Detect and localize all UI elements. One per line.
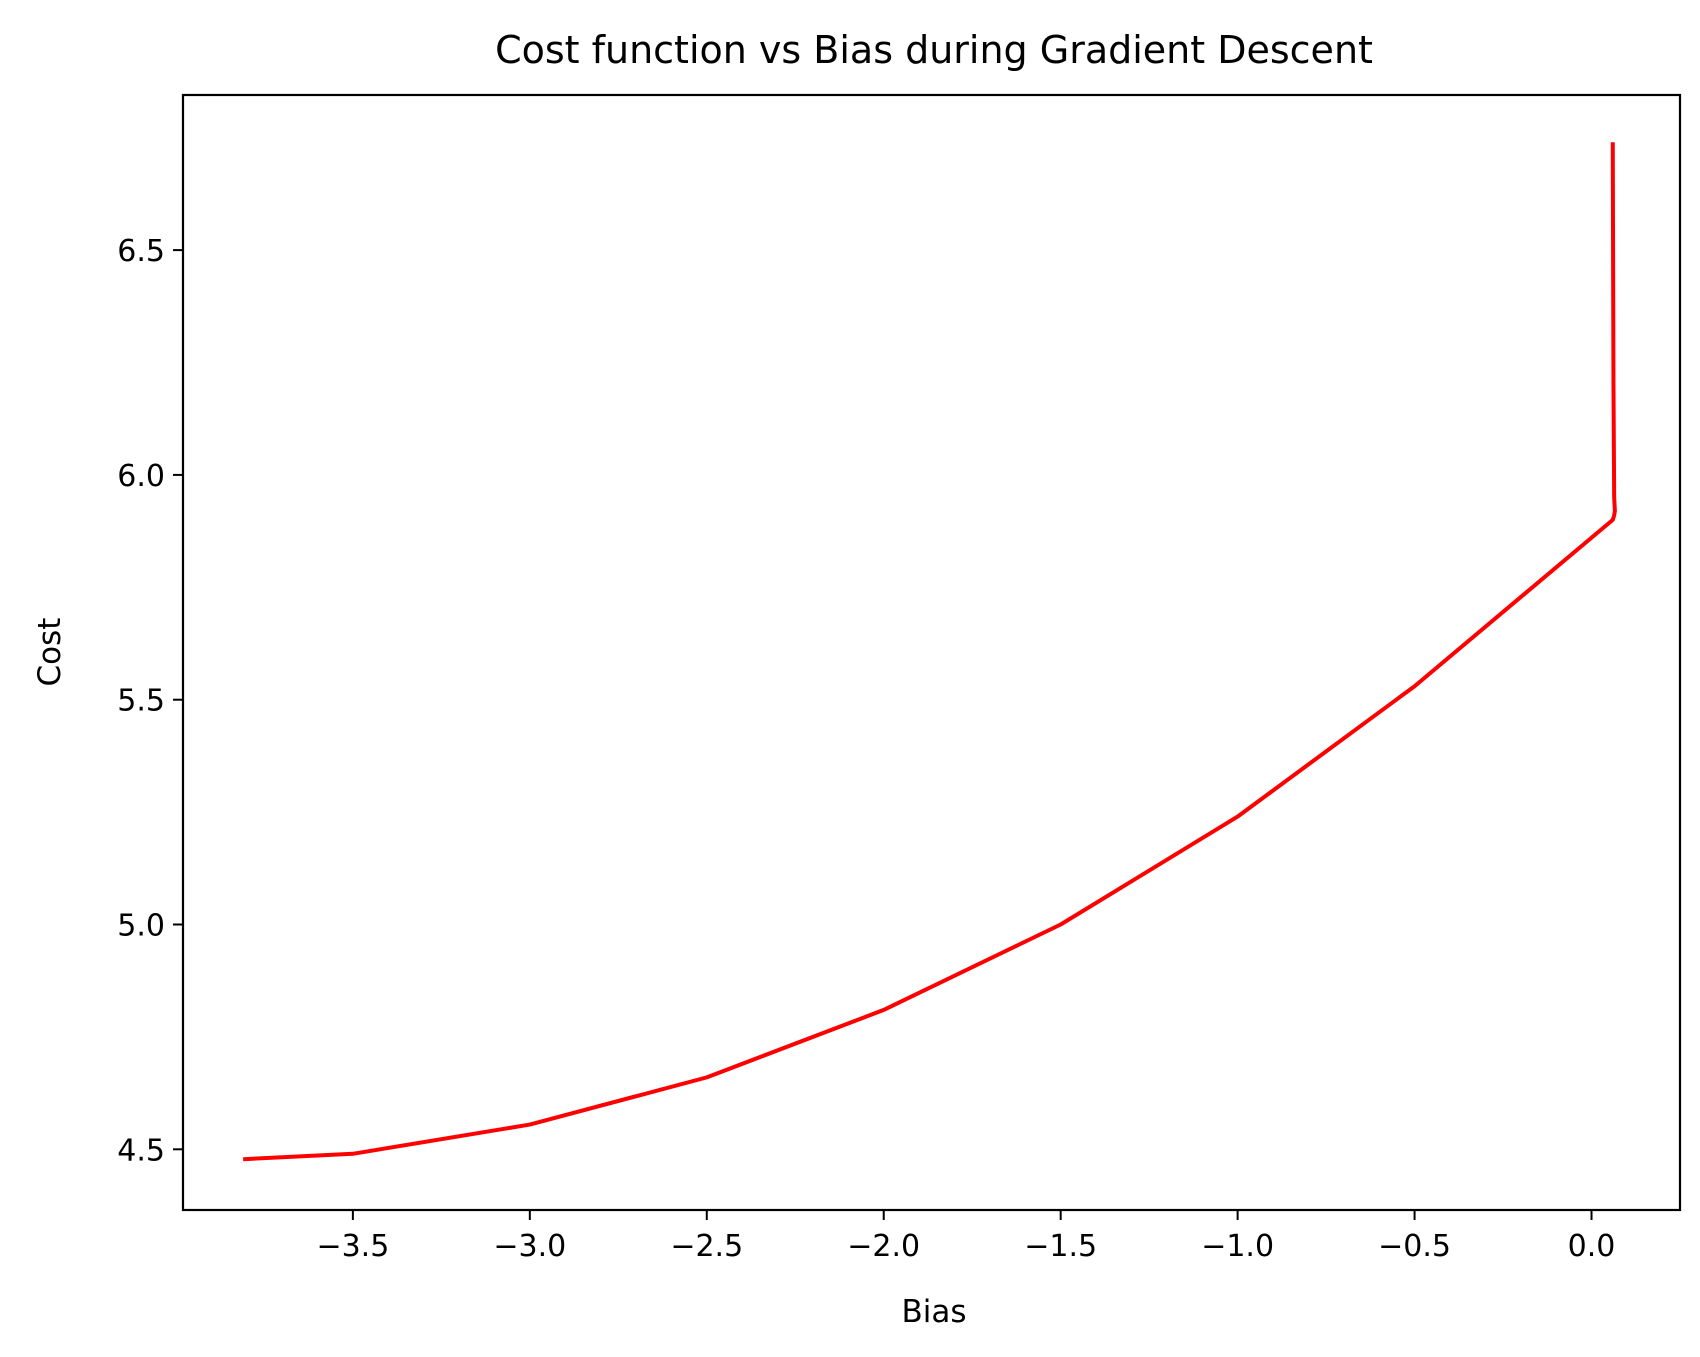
y-axis-label: Cost: [32, 618, 68, 687]
x-tick-label-4: −1.5: [1024, 1229, 1097, 1264]
y-tick-label-2: 5.5: [117, 684, 165, 719]
x-tick-label-2: −2.5: [670, 1229, 743, 1264]
x-tick-label-3: −2.0: [847, 1229, 920, 1264]
chart-title: Cost function vs Bias during Gradient De…: [495, 28, 1373, 72]
y-tick-label-1: 5.0: [117, 909, 165, 944]
y-tick-label-4: 6.5: [117, 234, 165, 269]
x-tick-label-7: 0.0: [1568, 1229, 1616, 1264]
x-axis-label: Bias: [901, 1294, 966, 1330]
x-tick-label-0: −3.5: [316, 1229, 389, 1264]
y-tick-label-0: 4.5: [117, 1133, 165, 1168]
x-tick-label-6: −0.5: [1378, 1229, 1451, 1264]
plot-area: −3.5 −3.0 −2.5 −2.0 −1.5 −1.0 −0.5 0.0 4.5 5.0 5.5…: [117, 93, 1682, 1264]
x-tick-label-5: −1.0: [1201, 1229, 1274, 1264]
y-tick-label-3: 6.0: [117, 459, 165, 494]
axes-frame: [181, 93, 1682, 1212]
series-line-0: [243, 142, 1617, 1162]
x-tick-label-1: −3.0: [493, 1229, 566, 1264]
